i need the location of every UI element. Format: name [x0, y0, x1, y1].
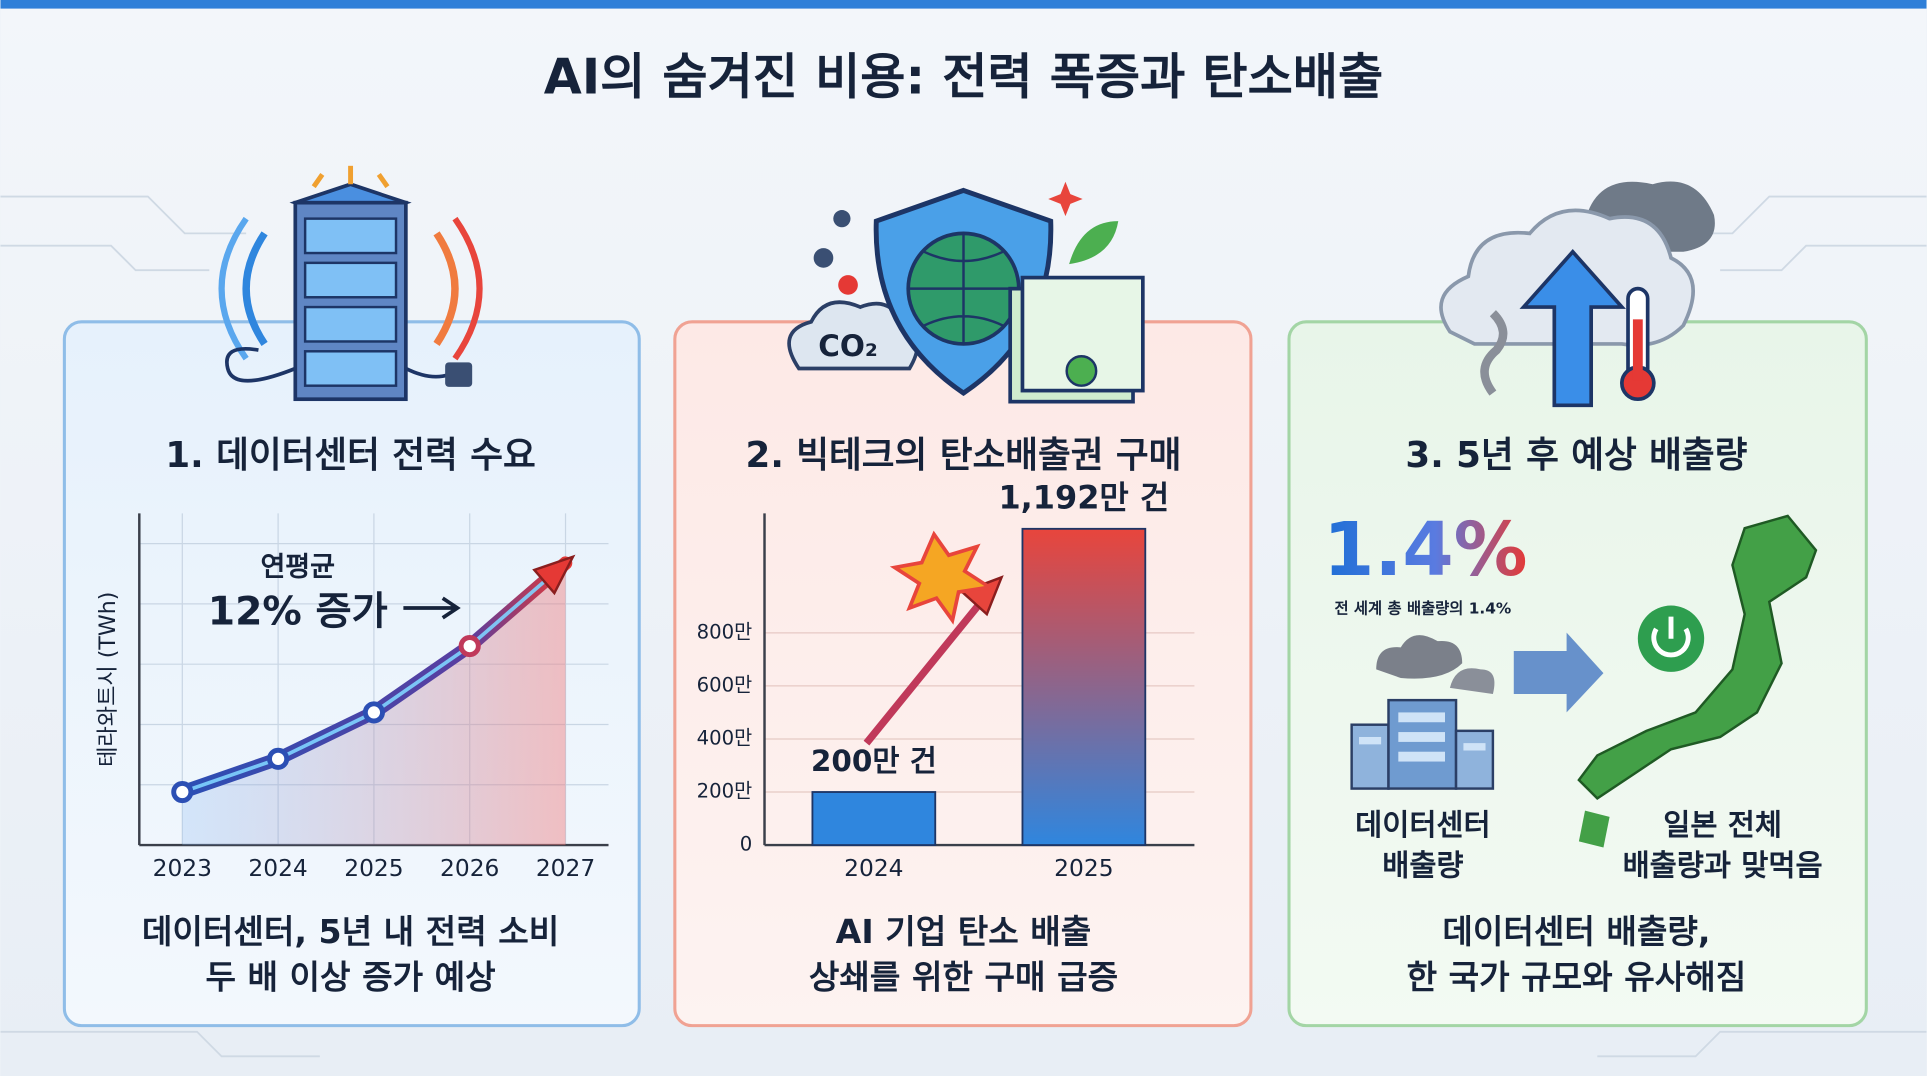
- line-point: [362, 701, 385, 724]
- y-tick-label: 200만: [697, 780, 753, 803]
- panel-caption: 데이터센터 배출량,: [1442, 912, 1710, 951]
- y-tick-label: 800만: [697, 620, 753, 643]
- diagram-label: 데이터센터: [1355, 808, 1491, 842]
- x-tick-label: 2025: [1054, 854, 1113, 882]
- circuit-decoration: [0, 195, 1927, 1058]
- climate-icon: [1439, 181, 1715, 408]
- y-axis-label: 테라와트시 (TWh): [95, 592, 121, 767]
- annotation-arrow: [403, 596, 461, 620]
- bar: [811, 791, 937, 846]
- main-title: AI의 숨겨진 비용: 전력 폭증과 탄소배출: [544, 47, 1383, 105]
- diagram-label: 배출량과 맞먹음: [1623, 849, 1823, 883]
- panel3-decoration: [1350, 514, 1818, 848]
- stat-note: 전 세계 총 배출량의 1.4%: [1334, 599, 1511, 618]
- value-label: 200만 건: [811, 744, 937, 778]
- x-tick-label: 2024: [844, 854, 903, 882]
- panel-caption: 상쇄를 위한 구매 급증: [809, 957, 1118, 996]
- panel-caption: 한 국가 규모와 유사해짐: [1407, 957, 1747, 996]
- panel-heading: 1. 데이터센터 전력 수요: [165, 435, 535, 476]
- line-point: [458, 635, 481, 658]
- server-icon: [218, 165, 483, 402]
- co2-icon-text: CO₂: [818, 329, 878, 363]
- line-area: [182, 563, 566, 846]
- top-bar: [0, 0, 1927, 9]
- annotation: 12% 증가: [208, 590, 388, 635]
- bar: [1021, 527, 1147, 846]
- burst: [889, 530, 995, 625]
- y-tick-label: 400만: [697, 726, 753, 749]
- growth-arrow: [863, 597, 987, 746]
- line-arrowhead: [532, 554, 576, 596]
- y-tick-label: 600만: [697, 673, 753, 696]
- line-point: [267, 747, 290, 770]
- y-tick-label: 0: [740, 833, 753, 856]
- x-tick-label: 2024: [248, 854, 307, 882]
- x-tick-label: 2025: [344, 854, 403, 882]
- annotation: 연평균: [260, 552, 335, 583]
- panel-heading: 3. 5년 후 예상 배출량: [1405, 435, 1747, 476]
- x-tick-label: 2026: [440, 854, 499, 882]
- diagram-label: 배출량: [1382, 849, 1463, 883]
- panel-caption: 두 배 이상 증가 예상: [205, 957, 495, 996]
- x-tick-label: 2027: [536, 854, 595, 882]
- big-stat: 1.4%: [1323, 508, 1527, 593]
- value-label: 1,192만 건: [998, 478, 1169, 516]
- panel-heading: 2. 빅테크의 탄소배출권 구매: [746, 435, 1182, 476]
- diagram-label: 일본 전체: [1663, 808, 1782, 842]
- x-tick-label: 2023: [153, 854, 212, 882]
- line-point: [171, 780, 194, 804]
- panel-caption: AI 기업 탄소 배출: [836, 912, 1092, 951]
- carbon-credit-icon: CO₂: [787, 181, 1145, 404]
- panel-caption: 데이터센터, 5년 내 전력 소비: [142, 912, 559, 951]
